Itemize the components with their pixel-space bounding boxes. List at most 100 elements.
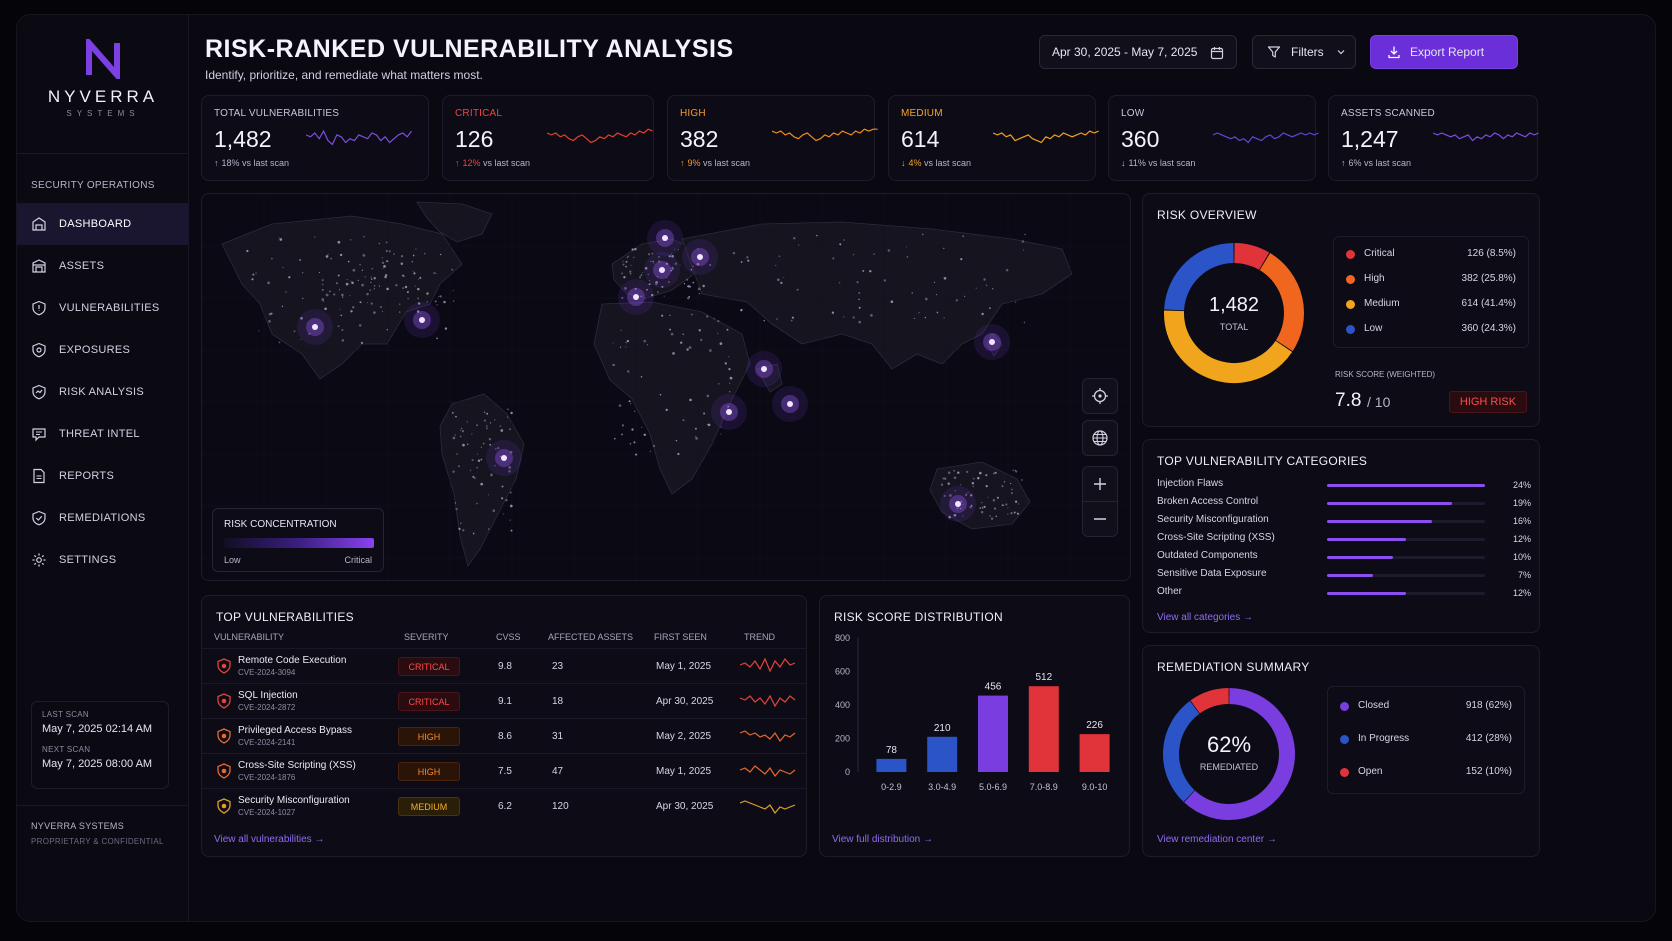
sidebar-item-vulnerabilities[interactable]: VULNERABILITIES (17, 287, 189, 329)
category-row[interactable]: Security Misconfiguration 16% (1157, 514, 1531, 532)
next-scan-value: May 7, 2025 08:00 AM (42, 758, 153, 770)
risk-hotspot[interactable] (297, 309, 333, 345)
risk-hotspot[interactable] (711, 394, 747, 430)
view-full-distribution-link[interactable]: View full distribution → (832, 834, 933, 845)
distribution-chart: 0 200 400 600 800 78 0-2.9 210 3.0-4.9 456 5.0-6.9… (835, 633, 1110, 792)
sidebar-item-dashboard[interactable]: DASHBOARD (17, 203, 189, 245)
kpi-card-medium[interactable]: MEDIUM 614 ↓ 4% vs last scan (888, 95, 1099, 181)
table-row[interactable]: Cross-Site Scripting (XSS) CVE-2024-1876 H… (202, 753, 806, 788)
vuln-cve: CVE-2024-2872 (238, 703, 296, 712)
bar-5.0-6.9[interactable] (978, 695, 1008, 772)
app-window: NYVERRA SYSTEMS SECURITY OPERATIONS DASH… (16, 14, 1656, 922)
legend-value: 412 (28%) (1465, 733, 1512, 744)
risk-hotspot[interactable] (772, 386, 808, 422)
filters-button[interactable]: Filters (1252, 35, 1356, 69)
legend-name: Closed (1358, 700, 1390, 711)
risk-hotspot[interactable] (746, 351, 782, 387)
sidebar-item-risk-analysis[interactable]: RISK ANALYSIS (17, 371, 189, 413)
view-remediation-center-link[interactable]: View remediation center → (1157, 834, 1277, 845)
donut-segment-medium[interactable] (1164, 310, 1293, 383)
column-header-affected-assets[interactable]: AFFECTED ASSETS (548, 632, 634, 642)
bar-7.0-8.9[interactable] (1028, 686, 1059, 772)
donut-segment-open[interactable] (1190, 688, 1230, 714)
donut-segment-critical[interactable] (1233, 243, 1270, 271)
column-header-vulnerability[interactable]: VULNERABILITY (214, 632, 285, 642)
arrow-right-icon: → (1242, 612, 1253, 623)
donut-segment-low[interactable] (1164, 243, 1235, 311)
table-row[interactable]: Privileged Access Bypass CVE-2024-2141 HIG… (202, 718, 806, 753)
risk-score-max: / 10 (1367, 394, 1391, 410)
risk-hotspot[interactable] (940, 486, 976, 522)
column-header-severity[interactable]: SEVERITY (404, 632, 449, 642)
remediation-donut-chart (1163, 688, 1295, 820)
table-row[interactable]: SQL Injection CVE-2024-2872 CRITICAL 9.1 18 A… (202, 683, 806, 718)
legend-value: 918 (62%) (1465, 700, 1512, 711)
bar-0-2.9[interactable] (876, 758, 907, 772)
table-row[interactable]: Security Misconfiguration CVE-2024-1027 ME… (202, 788, 806, 823)
legend-title: RISK CONCENTRATION (224, 519, 337, 530)
severity-shield-icon (217, 693, 231, 709)
donut-segment-high[interactable] (1259, 253, 1304, 352)
donut-segment-in-progress[interactable] (1163, 700, 1200, 802)
zoom-out-button[interactable] (1082, 501, 1118, 537)
view-all-categories-link[interactable]: View all categories → (1157, 612, 1253, 623)
category-row[interactable]: Sensitive Data Exposure 7% (1157, 568, 1531, 586)
map-landmass (439, 393, 525, 567)
arrow-down-icon: ↓ (1121, 158, 1126, 168)
globe-icon (1092, 430, 1108, 446)
bar-9.0-10[interactable] (1079, 734, 1110, 772)
export-report-button[interactable]: Export Report (1370, 35, 1518, 69)
kpi-card-low[interactable]: LOW 360 ↓ 11% vs last scan (1108, 95, 1319, 181)
categories-panel: TOP VULNERABILITY CATEGORIES Injection F… (1142, 439, 1540, 633)
kpi-value: 360 (1121, 126, 1160, 152)
date-range-picker[interactable]: Apr 30, 2025 - May 7, 2025 (1039, 35, 1237, 69)
sidebar-item-settings[interactable]: SETTINGS (17, 539, 189, 581)
zoom-in-button[interactable] (1082, 466, 1118, 502)
column-header-trend[interactable]: TREND (744, 632, 775, 642)
kpi-label: CRITICAL (455, 108, 503, 119)
risk-hotspot[interactable] (974, 324, 1010, 360)
sidebar-item-reports[interactable]: REPORTS (17, 455, 189, 497)
category-row[interactable]: Other 12% (1157, 586, 1531, 604)
vuln-name: Privileged Access Bypass (238, 725, 352, 736)
severity-shield-icon (217, 658, 231, 674)
risk-hotspot[interactable] (644, 252, 680, 288)
severity-shield-icon (217, 798, 231, 814)
risk-hotspot[interactable] (618, 279, 654, 315)
kpi-value: 614 (901, 126, 940, 152)
risk-map[interactable]: RISK CONCENTRATION Low Critical (201, 193, 1131, 581)
category-row[interactable]: Broken Access Control 19% (1157, 496, 1531, 514)
filters-label: Filters (1291, 45, 1324, 59)
vuln-cve: CVE-2024-1876 (238, 773, 296, 782)
donut-segment-closed[interactable] (1184, 688, 1295, 820)
risk-icon (31, 384, 47, 400)
kpi-card-total-vulnerabilities[interactable]: TOTAL VULNERABILITIES 1,482 ↑ 18% vs last s… (201, 95, 429, 181)
vuln-cve: CVE-2024-2141 (238, 738, 296, 747)
kpi-card-high[interactable]: HIGH 382 ↑ 9% vs last scan (667, 95, 878, 181)
category-name: Broken Access Control (1157, 496, 1259, 507)
sidebar-item-exposures[interactable]: EXPOSURES (17, 329, 189, 371)
category-name: Outdated Components (1157, 550, 1258, 561)
sidebar-item-assets[interactable]: ASSETS (17, 245, 189, 287)
sidebar-item-remediations[interactable]: REMEDIATIONS (17, 497, 189, 539)
risk-hotspot[interactable] (404, 302, 440, 338)
view-all-vulnerabilities-link[interactable]: View all vulnerabilities → (214, 834, 324, 845)
kpi-card-assets-scanned[interactable]: ASSETS SCANNED 1,247 ↑ 6% vs last scan (1328, 95, 1539, 181)
risk-hotspot[interactable] (682, 239, 718, 275)
category-percent: 10% (1512, 552, 1531, 562)
category-row[interactable]: Cross-Site Scripting (XSS) 12% (1157, 532, 1531, 550)
category-row[interactable]: Outdated Components 10% (1157, 550, 1531, 568)
sidebar-item-threat-intel[interactable]: THREAT INTEL (17, 413, 189, 455)
bar-3.0-4.9[interactable] (927, 736, 958, 772)
locate-button[interactable] (1082, 378, 1118, 414)
table-row[interactable]: Remote Code Execution CVE-2024-3094 CRITIC… (202, 648, 806, 683)
category-row[interactable]: Injection Flaws 24% (1157, 478, 1531, 496)
column-header-cvss[interactable]: CVSS (496, 632, 521, 642)
risk-hotspot[interactable] (647, 220, 683, 256)
trend-sparkline (740, 730, 796, 743)
globe-button[interactable] (1082, 420, 1118, 456)
column-header-first-seen[interactable]: FIRST SEEN (654, 632, 707, 642)
kpi-value: 1,247 (1341, 126, 1399, 152)
risk-hotspot[interactable] (486, 440, 522, 476)
kpi-card-critical[interactable]: CRITICAL 126 ↑ 12% vs last scan (442, 95, 654, 181)
